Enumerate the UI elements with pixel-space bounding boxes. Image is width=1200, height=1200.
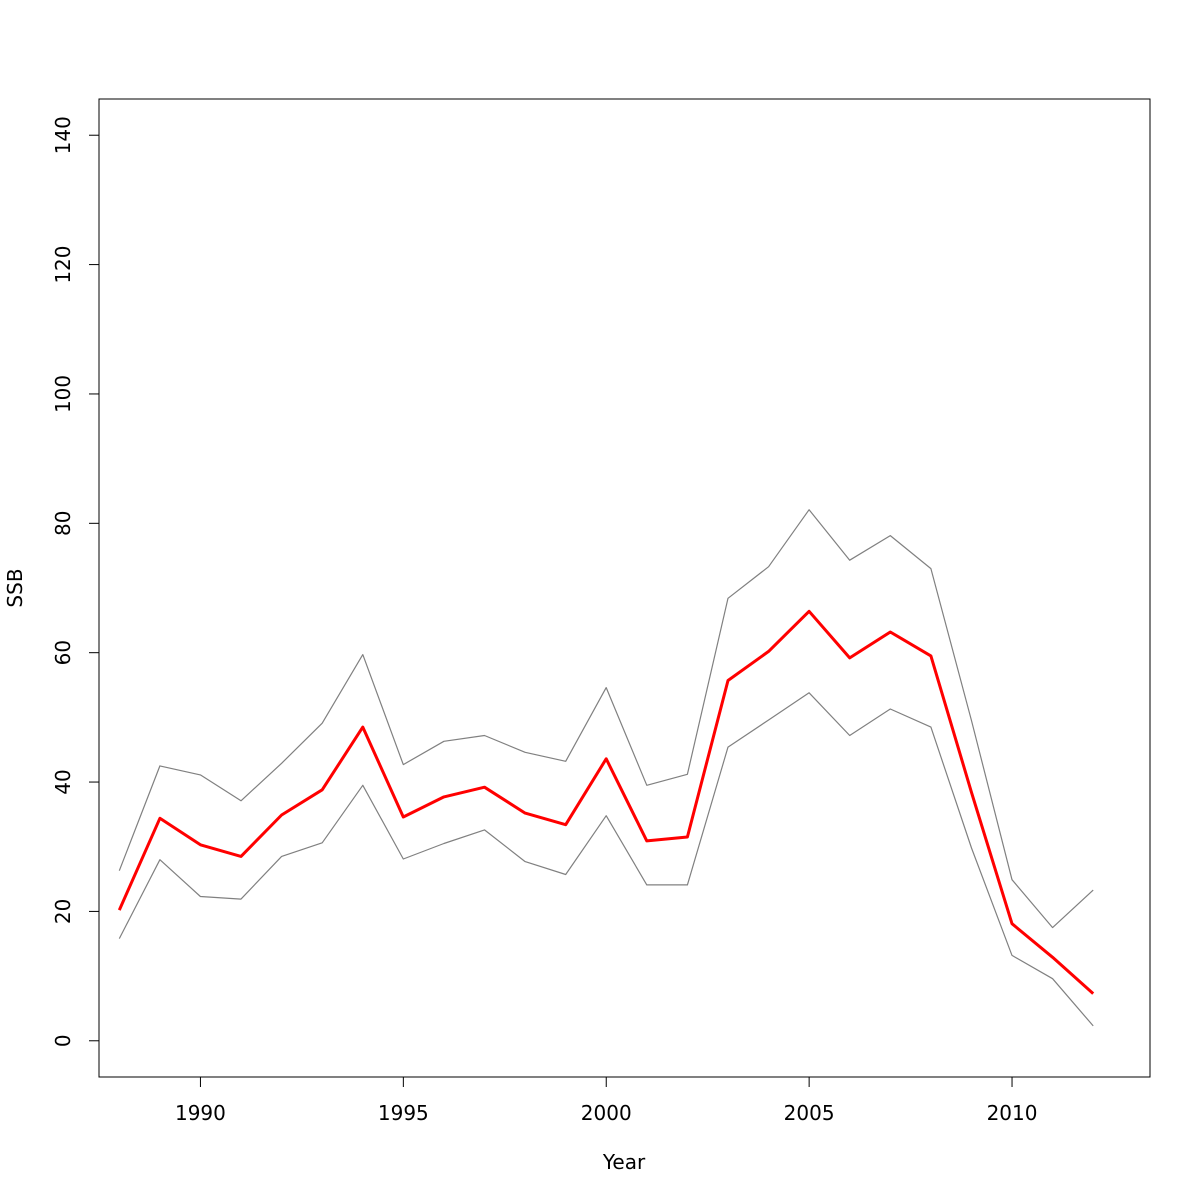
x-tick-label: 1995 bbox=[378, 1101, 429, 1125]
y-tick-label: 120 bbox=[51, 245, 75, 283]
x-tick-label: 2010 bbox=[987, 1101, 1038, 1125]
series-line-upper bbox=[118, 509, 1094, 929]
x-axis-title: Year bbox=[602, 1150, 646, 1174]
y-axis: 0 20 40 60 80 100 120 140 bbox=[51, 116, 100, 1047]
y-tick-label: 40 bbox=[51, 769, 75, 794]
plot-frame bbox=[98, 98, 1151, 1078]
y-tick-label: 20 bbox=[51, 899, 75, 924]
y-tick-label: 140 bbox=[51, 116, 75, 154]
x-tick-label: 2005 bbox=[784, 1101, 835, 1125]
series-line-lower bbox=[118, 692, 1094, 1027]
y-tick-label: 60 bbox=[51, 640, 75, 665]
series-layer bbox=[117, 509, 1095, 1027]
y-tick-label: 100 bbox=[51, 375, 75, 413]
x-axis: 1990 1995 2000 2005 2010 bbox=[175, 1076, 1038, 1125]
y-axis-title: SSB bbox=[3, 568, 27, 607]
series-line-estimate bbox=[117, 609, 1095, 995]
y-tick-label: 80 bbox=[51, 511, 75, 536]
x-tick-label: 1990 bbox=[175, 1101, 226, 1125]
y-tick-label: 0 bbox=[51, 1034, 75, 1047]
x-tick-label: 2000 bbox=[581, 1101, 632, 1125]
